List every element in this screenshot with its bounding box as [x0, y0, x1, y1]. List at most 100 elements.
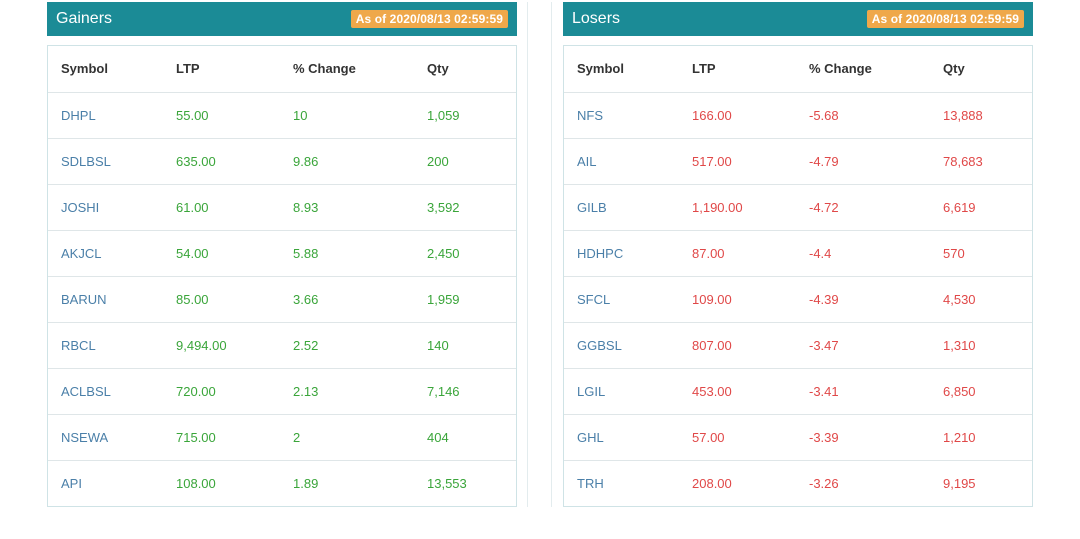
losers-row[interactable]: NFS 166.00 -5.68 13,888: [564, 92, 1032, 139]
ltp-cell: 635.00: [163, 138, 280, 185]
losers-row[interactable]: TRH 208.00 -3.26 9,195: [564, 460, 1032, 506]
gainers-row[interactable]: BARUN 85.00 3.66 1,959: [48, 276, 516, 323]
stock-symbol-link[interactable]: ACLBSL: [48, 368, 163, 415]
ltp-cell: 166.00: [679, 92, 796, 139]
losers-row[interactable]: AIL 517.00 -4.79 78,683: [564, 138, 1032, 185]
ltp-cell: 453.00: [679, 368, 796, 415]
percent-change-cell: -3.47: [796, 322, 930, 369]
ltp-cell: 85.00: [163, 276, 280, 323]
percent-change-cell: -4.39: [796, 276, 930, 323]
column-header-symbol: Symbol: [48, 46, 163, 93]
qty-cell: 13,553: [427, 475, 467, 491]
losers-header-row: Symbol LTP % Change Qty: [564, 46, 1032, 93]
panel-divider: [551, 2, 552, 507]
stock-symbol-link[interactable]: HDHPC: [564, 230, 679, 277]
qty-cell: 3,592: [414, 184, 516, 231]
column-header-qty: Qty: [930, 46, 1032, 93]
column-header-ltp: LTP: [679, 46, 796, 93]
gainers-header-row: Symbol LTP % Change Qty: [48, 46, 516, 93]
ltp-cell: 61.00: [163, 184, 280, 231]
ltp-cell: 55.00: [163, 92, 280, 139]
qty-cell: 404: [414, 414, 516, 461]
stock-symbol-link[interactable]: SFCL: [564, 276, 679, 323]
gainers-row[interactable]: SDLBSL 635.00 9.86 200: [48, 138, 516, 185]
percent-change-cell: 9.86: [280, 138, 414, 185]
stock-symbol-link[interactable]: JOSHI: [48, 184, 163, 231]
ltp-cell: 109.00: [679, 276, 796, 323]
gainers-row[interactable]: JOSHI 61.00 8.93 3,592: [48, 184, 516, 231]
losers-table-body: NFS 166.00 -5.68 13,888 AIL 517.00 -4.79 78,683…: [564, 92, 1032, 506]
percent-change-cell: 10: [280, 92, 414, 139]
stock-symbol-link[interactable]: RBCL: [48, 322, 163, 369]
qty-cell: 9,195: [943, 475, 976, 491]
losers-row[interactable]: SFCL 109.00 -4.39 4,530: [564, 276, 1032, 323]
percent-change-cell: -4.72: [796, 184, 930, 231]
losers-row[interactable]: GILB 1,190.00 -4.72 6,619: [564, 184, 1032, 231]
gainers-as-of-badge: As of 2020/08/13 02:59:59: [350, 10, 508, 28]
gainers-row[interactable]: RBCL 9,494.00 2.52 140: [48, 322, 516, 369]
percent-change-cell: -4.4: [796, 230, 930, 277]
qty-cell: 1,059: [414, 92, 516, 139]
ltp-cell: 9,494.00: [163, 322, 280, 369]
losers-row[interactable]: GGBSL 807.00 -3.47 1,310: [564, 322, 1032, 369]
losers-title: Losers: [572, 10, 621, 27]
percent-change-cell: 1.89: [293, 475, 319, 491]
qty-cell: 78,683: [930, 138, 1032, 185]
qty-cell: 7,146: [414, 368, 516, 415]
column-header-ltp: LTP: [163, 46, 280, 93]
panel-divider: [527, 2, 528, 507]
qty-cell: 200: [414, 138, 516, 185]
ltp-cell: 57.00: [679, 414, 796, 461]
percent-change-cell: 3.66: [280, 276, 414, 323]
percent-change-cell: -3.39: [796, 414, 930, 461]
qty-cell: 6,619: [930, 184, 1032, 231]
qty-cell: 2,450: [414, 230, 516, 277]
stock-symbol-link[interactable]: GGBSL: [564, 322, 679, 369]
gainers-row[interactable]: ACLBSL 720.00 2.13 7,146: [48, 368, 516, 415]
ltp-cell: 720.00: [163, 368, 280, 415]
percent-change-cell: -5.68: [796, 92, 930, 139]
gainers-header: Gainers As of 2020/08/13 02:59:59: [47, 2, 517, 36]
ltp-cell: 715.00: [163, 414, 280, 461]
gainers-row[interactable]: NSEWA 715.00 2 404: [48, 414, 516, 461]
stock-symbol-link[interactable]: AIL: [564, 138, 679, 185]
stock-symbol-link[interactable]: API: [61, 475, 82, 491]
losers-header: Losers As of 2020/08/13 02:59:59: [563, 2, 1033, 36]
stock-symbol-link[interactable]: GHL: [564, 414, 679, 461]
losers-table: Symbol LTP % Change Qty NFS 166.00 -5.68 13…: [564, 46, 1032, 506]
losers-as-of-badge: As of 2020/08/13 02:59:59: [866, 10, 1024, 28]
percent-change-cell: -3.41: [796, 368, 930, 415]
gainers-row[interactable]: AKJCL 54.00 5.88 2,450: [48, 230, 516, 277]
stock-symbol-link[interactable]: TRH: [577, 475, 604, 491]
stock-symbol-link[interactable]: AKJCL: [48, 230, 163, 277]
qty-cell: 1,310: [930, 322, 1032, 369]
qty-cell: 6,850: [930, 368, 1032, 415]
gainers-table-container: Symbol LTP % Change Qty DHPL 55.00 10 1,059…: [47, 45, 517, 507]
percent-change-cell: -4.79: [796, 138, 930, 185]
stock-symbol-link[interactable]: GILB: [564, 184, 679, 231]
losers-row[interactable]: LGIL 453.00 -3.41 6,850: [564, 368, 1032, 415]
ltp-cell: 54.00: [163, 230, 280, 277]
gainers-row[interactable]: API 108.00 1.89 13,553: [48, 460, 516, 506]
percent-change-cell: -3.26: [809, 475, 839, 491]
stock-symbol-link[interactable]: NFS: [564, 92, 679, 139]
qty-cell: 1,959: [414, 276, 516, 323]
percent-change-cell: 5.88: [280, 230, 414, 277]
losers-row[interactable]: GHL 57.00 -3.39 1,210: [564, 414, 1032, 461]
stock-symbol-link[interactable]: SDLBSL: [48, 138, 163, 185]
stock-symbol-link[interactable]: BARUN: [48, 276, 163, 323]
gainers-row[interactable]: DHPL 55.00 10 1,059: [48, 92, 516, 139]
column-header-change: % Change: [796, 46, 930, 93]
gainers-title: Gainers: [56, 10, 113, 27]
stock-symbol-link[interactable]: DHPL: [48, 92, 163, 139]
stock-symbol-link[interactable]: LGIL: [564, 368, 679, 415]
qty-cell: 140: [414, 322, 516, 369]
ltp-cell: 1,190.00: [679, 184, 796, 231]
losers-row[interactable]: HDHPC 87.00 -4.4 570: [564, 230, 1032, 277]
ltp-cell: 807.00: [679, 322, 796, 369]
stock-symbol-link[interactable]: NSEWA: [48, 414, 163, 461]
percent-change-cell: 8.93: [280, 184, 414, 231]
column-header-change: % Change: [280, 46, 414, 93]
column-header-qty: Qty: [414, 46, 516, 93]
column-header-symbol: Symbol: [564, 46, 679, 93]
